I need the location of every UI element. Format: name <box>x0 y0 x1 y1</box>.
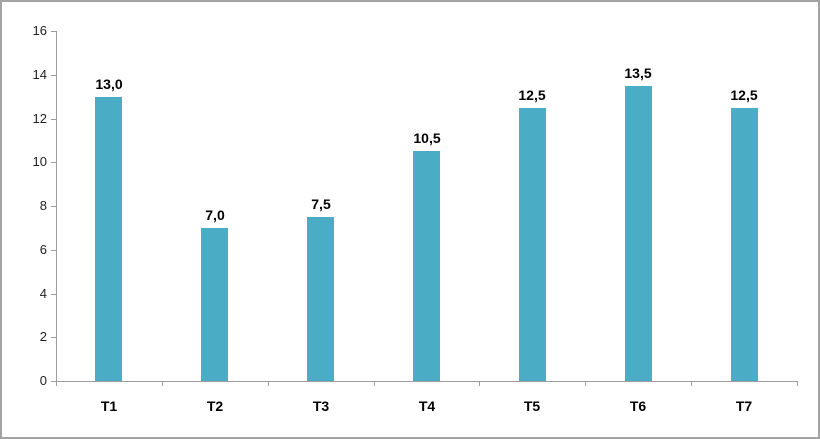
y-axis-line <box>56 31 57 382</box>
value-label-T3: 7,5 <box>311 196 331 212</box>
y-axis-tick-label: 14 <box>32 66 47 82</box>
bar-T4 <box>413 151 440 381</box>
y-axis-tick-label: 2 <box>39 329 47 345</box>
value-label-T6: 13,5 <box>624 65 652 81</box>
y-tick-mark <box>51 74 56 76</box>
category-label-T3: T3 <box>312 398 330 414</box>
y-axis-tick-label: 10 <box>32 154 47 170</box>
x-tick-mark <box>691 381 693 386</box>
x-tick-mark <box>267 381 269 386</box>
y-axis-tick-label: 6 <box>39 241 47 257</box>
value-label-T5: 12,5 <box>518 87 546 103</box>
bar-T1 <box>95 97 122 381</box>
y-tick-mark <box>51 206 56 207</box>
category-label-T7: T7 <box>735 398 753 414</box>
value-label-T7: 12,5 <box>730 87 758 103</box>
bar-T2 <box>201 228 228 381</box>
category-label-T5: T5 <box>523 398 541 414</box>
x-tick-mark <box>479 381 481 386</box>
bar-T6 <box>625 86 652 381</box>
y-axis-tick-label: 16 <box>32 23 47 38</box>
y-tick-mark <box>51 337 56 339</box>
y-axis-tick-label: 4 <box>39 285 47 301</box>
y-axis-tick-label: 8 <box>39 198 47 213</box>
bar-T5 <box>519 108 546 381</box>
y-axis-tick-label: 0 <box>39 373 47 388</box>
x-tick-mark <box>797 381 798 386</box>
x-tick-mark <box>585 381 587 386</box>
y-axis-tick-label: 12 <box>32 110 47 126</box>
category-label-T1: T1 <box>100 398 118 414</box>
y-tick-mark <box>51 249 56 251</box>
y-tick-mark <box>51 31 56 32</box>
value-label-T4: 10,5 <box>413 130 441 146</box>
category-label-T2: T2 <box>206 398 224 414</box>
y-tick-mark <box>51 381 56 382</box>
y-tick-mark <box>51 118 56 120</box>
category-label-T4: T4 <box>418 398 436 414</box>
x-tick-mark <box>56 381 57 386</box>
category-label-T6: T6 <box>629 398 647 414</box>
x-axis-line <box>56 381 798 382</box>
y-tick-mark <box>51 162 56 164</box>
y-tick-mark <box>51 293 56 295</box>
x-tick-mark <box>161 381 163 386</box>
bar-T7 <box>731 108 758 381</box>
x-tick-mark <box>373 381 375 386</box>
bar-T3 <box>307 217 334 381</box>
value-label-T1: 13,0 <box>95 76 123 92</box>
value-label-T2: 7,0 <box>205 207 225 223</box>
